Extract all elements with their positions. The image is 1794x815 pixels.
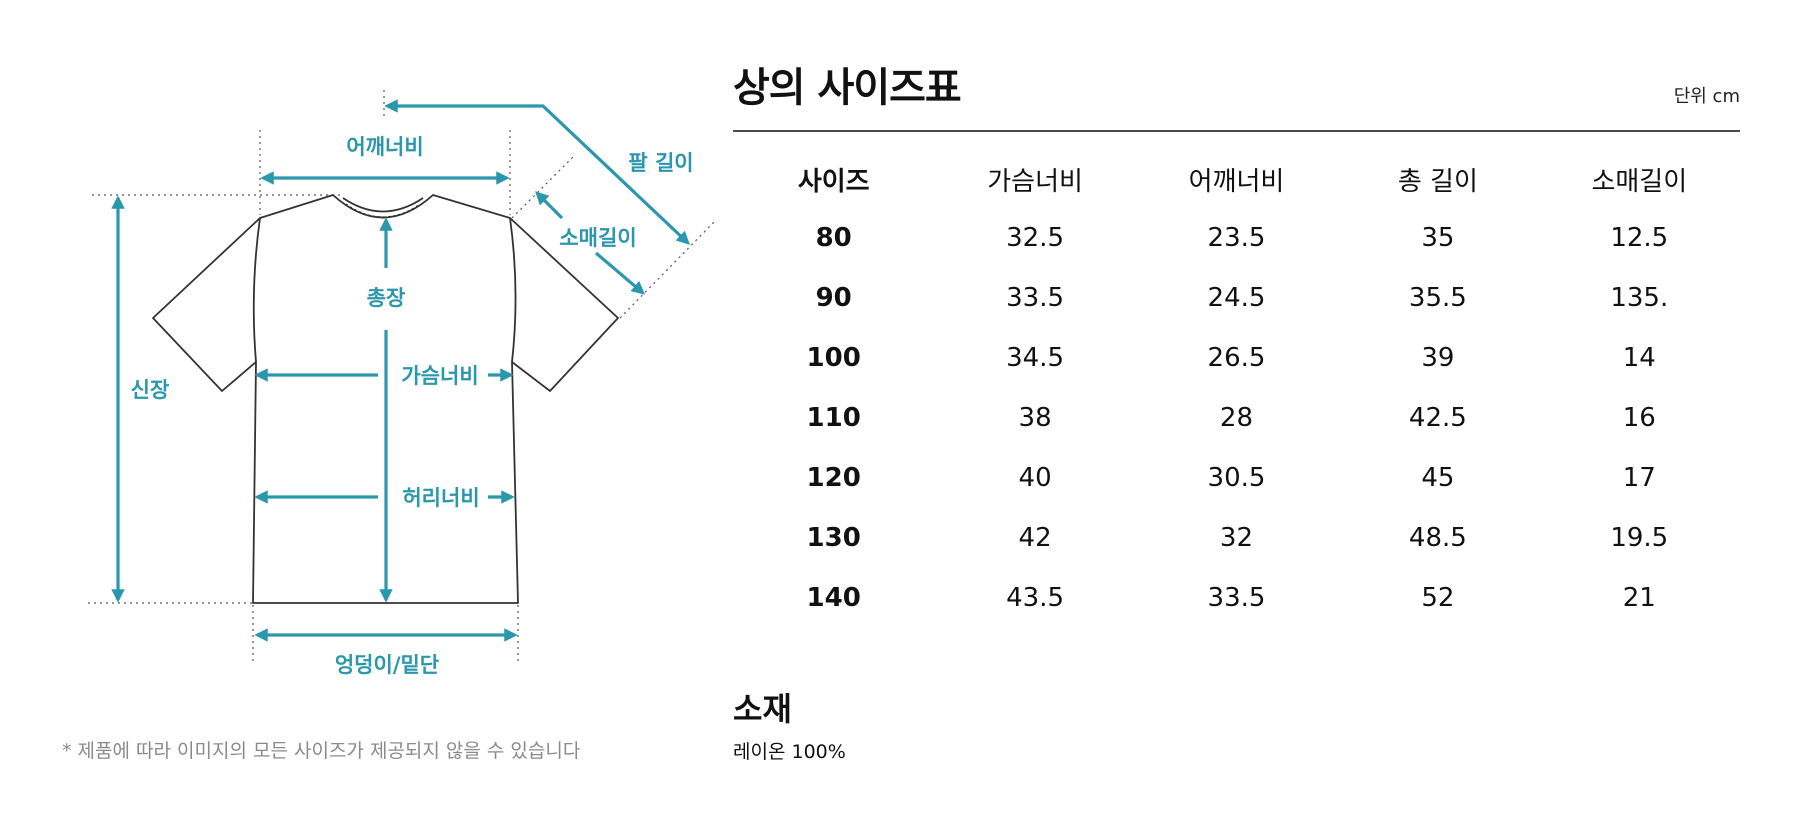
label-total-length: 총장 [367,286,406,310]
diagram-labels: 어깨너비 팔 길이 소매길이 총장 신장 가슴너비 허리너비 엉덩이/밑단 [131,135,694,677]
label-arm-length: 팔 길이 [628,151,693,175]
table-row: 140 43.5 33.5 52 21 [733,568,1740,628]
table-cell: 17 [1622,463,1656,493]
material-value: 레이온 100% [733,741,846,763]
table-cell: 52 [1421,583,1455,613]
size-chart-title: 상의 사이즈표 [733,65,962,111]
table-cell: 48.5 [1408,523,1467,553]
table-cell: 33.5 [1207,583,1266,613]
table-row: 130 42 32 48.5 19.5 [733,508,1740,568]
size-cell: 110 [806,403,861,433]
measurement-arrows [111,99,690,642]
label-hem: 엉덩이/밑단 [335,653,439,677]
table-row: 110 38 28 42.5 16 [733,388,1740,448]
label-shoulder: 어깨너비 [346,135,423,159]
column-header: 소매길이 [1591,166,1688,197]
table-row: 80 32.5 23.5 35 12.5 [733,208,1740,268]
table-cell: 35.5 [1408,283,1467,313]
size-cell: 80 [815,223,852,253]
column-header: 가슴너비 [987,166,1083,197]
label-sleeve: 소매길이 [559,226,636,250]
label-waist: 허리너비 [402,486,479,510]
table-cell: 28 [1219,403,1254,433]
table-cell: 30.5 [1207,463,1266,493]
column-header: 사이즈 [797,166,870,197]
table-cell: 40 [1018,463,1052,493]
size-cell: 90 [815,283,852,313]
size-cell: 120 [806,463,861,493]
table-cell: 12.5 [1610,223,1669,253]
table-cell: 42.5 [1408,403,1467,433]
table-cell: 43.5 [1006,583,1065,613]
table-row: 120 40 30.5 45 17 [733,448,1740,508]
table-cell: 38 [1018,403,1052,433]
title-divider [733,130,1740,132]
size-cell: 100 [806,343,861,373]
table-cell: 45 [1421,463,1455,493]
table-cell: 135. [1610,283,1669,313]
size-table: 사이즈 가슴너비 어깨너비 총 길이 소매길이 80 32.5 23.5 35 … [733,150,1740,628]
column-header: 총 길이 [1397,166,1478,197]
table-cell: 23.5 [1207,223,1266,253]
tshirt-measurement-diagram: 어깨너비 팔 길이 소매길이 총장 신장 가슴너비 허리너비 엉덩이/밑단 [88,90,717,677]
table-row: 90 33.5 24.5 35.5 135. [733,268,1740,328]
table-cell: 16 [1622,403,1656,433]
table-cell: 33.5 [1006,283,1065,313]
table-cell: 19.5 [1610,523,1669,553]
table-cell: 24.5 [1207,283,1266,313]
table-cell: 39 [1421,343,1455,373]
size-cell: 140 [806,583,861,613]
table-cell: 42 [1018,523,1052,553]
column-header: 어깨너비 [1188,166,1285,197]
material-title: 소재 [733,690,792,728]
table-cell: 26.5 [1207,343,1266,373]
size-table-header: 사이즈 가슴너비 어깨너비 총 길이 소매길이 [733,150,1740,208]
table-cell: 32 [1219,523,1254,553]
label-chest: 가슴너비 [401,364,478,388]
table-row: 100 34.5 26.5 39 14 [733,328,1740,388]
size-cell: 130 [806,523,861,553]
table-cell: 35 [1421,223,1455,253]
disclaimer-note: * 제품에 따라 이미지의 모든 사이즈가 제공되지 않을 수 있습니다 [62,740,581,762]
table-cell: 21 [1622,583,1656,613]
table-cell: 32.5 [1006,223,1065,253]
unit-label: 단위 cm [1673,86,1740,107]
table-cell: 34.5 [1006,343,1065,373]
label-height: 신장 [131,378,170,402]
table-cell: 14 [1622,343,1656,373]
